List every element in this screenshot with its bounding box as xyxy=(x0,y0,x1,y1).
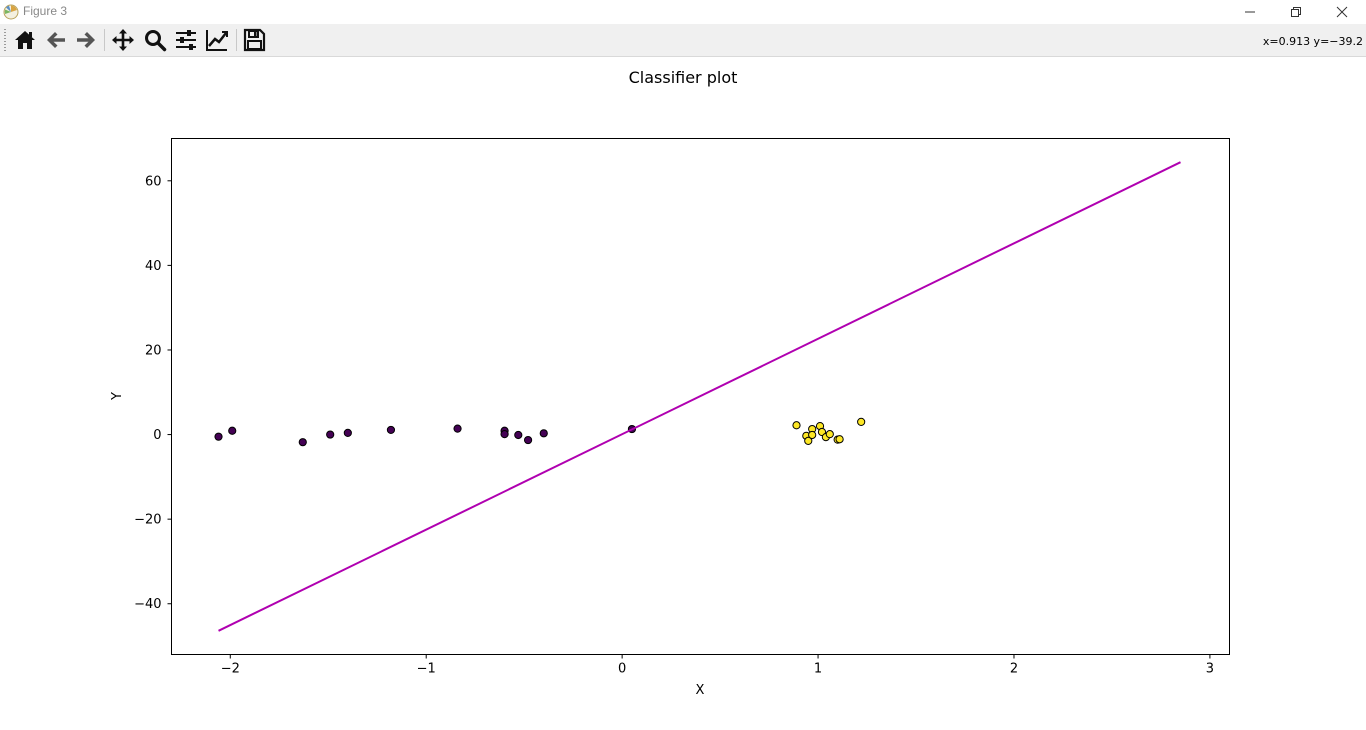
save-icon xyxy=(243,28,266,52)
edit-axis-button[interactable] xyxy=(203,27,231,53)
forward-icon xyxy=(77,32,95,48)
scatter-point xyxy=(539,429,548,438)
zoom-icon xyxy=(145,30,167,52)
x-axis-label: X xyxy=(696,683,705,698)
configure-subplots-icon xyxy=(176,30,196,50)
toolbar-separator xyxy=(104,29,105,51)
restore-icon xyxy=(1291,7,1301,17)
restore-button[interactable] xyxy=(1273,0,1319,24)
pan-icon xyxy=(112,29,134,51)
toolbar-separator xyxy=(236,29,237,51)
scatter-point xyxy=(835,435,844,444)
toolbar-grip xyxy=(4,29,6,51)
scatter-point xyxy=(514,430,523,440)
y-tick-label: −40 xyxy=(134,597,161,612)
scatter-point xyxy=(792,421,801,430)
data-marks xyxy=(214,161,1181,632)
home-button[interactable] xyxy=(11,27,39,53)
x-axis-ticks: −2 −1 0 1 2 3 xyxy=(221,654,1214,677)
classifier-line xyxy=(218,161,1181,632)
save-button[interactable] xyxy=(240,27,268,53)
scatter-point xyxy=(804,436,813,446)
cursor-coordinates: x=0.913 y=−39.2 xyxy=(1262,35,1363,48)
minimize-icon xyxy=(1245,11,1255,13)
y-tick-label: 60 xyxy=(145,174,162,189)
scatter-point xyxy=(298,438,307,447)
scatter-point xyxy=(500,430,509,439)
close-button[interactable] xyxy=(1319,0,1365,24)
scatter-point xyxy=(453,424,462,433)
minimize-button[interactable] xyxy=(1227,0,1273,24)
title-bar: Figure 3 xyxy=(0,0,1366,24)
back-button[interactable] xyxy=(42,27,70,53)
x-tick-label: 1 xyxy=(814,662,822,677)
figure-canvas[interactable]: Classifier plot −2 −1 0 1 2 3 −40 −20 0 20 40 60 X… xyxy=(0,57,1366,726)
forward-button[interactable] xyxy=(72,27,100,53)
y-tick-label: 20 xyxy=(145,343,162,358)
chart-title: Classifier plot xyxy=(629,68,738,87)
y-axis-ticks: −40 −20 0 20 40 60 xyxy=(134,174,172,612)
home-icon xyxy=(15,31,35,49)
y-tick-label: 40 xyxy=(145,259,162,274)
scatter-point xyxy=(825,430,834,439)
scatter-point xyxy=(343,428,352,437)
pan-button[interactable] xyxy=(109,27,137,53)
scatter-point xyxy=(326,430,335,439)
x-tick-label: 0 xyxy=(618,662,626,677)
scatter-point xyxy=(523,435,533,445)
scatter-point xyxy=(386,425,396,435)
scatter-point xyxy=(214,432,223,441)
zoom-button[interactable] xyxy=(141,27,169,53)
scatter-point xyxy=(857,417,866,426)
back-icon xyxy=(47,32,65,48)
edit-axis-icon xyxy=(206,30,228,51)
scatter-point xyxy=(228,426,237,435)
scatter-point xyxy=(808,430,817,440)
y-tick-label: −20 xyxy=(134,513,161,528)
x-tick-label: −1 xyxy=(417,662,436,677)
navigation-toolbar: x=0.913 y=−39.2 xyxy=(0,24,1366,57)
close-icon xyxy=(1336,6,1348,18)
x-tick-label: 3 xyxy=(1206,662,1214,677)
matplotlib-logo-icon xyxy=(3,4,19,20)
configure-subplots-button[interactable] xyxy=(172,27,200,53)
y-tick-label: 0 xyxy=(153,428,161,443)
y-axis-label: Y xyxy=(110,392,125,401)
window-title: Figure 3 xyxy=(23,4,68,18)
plot-svg: Classifier plot −2 −1 0 1 2 3 −40 −20 0 20 40 60 X… xyxy=(110,68,1230,698)
x-tick-label: 2 xyxy=(1010,662,1018,677)
x-tick-label: −2 xyxy=(221,662,240,677)
